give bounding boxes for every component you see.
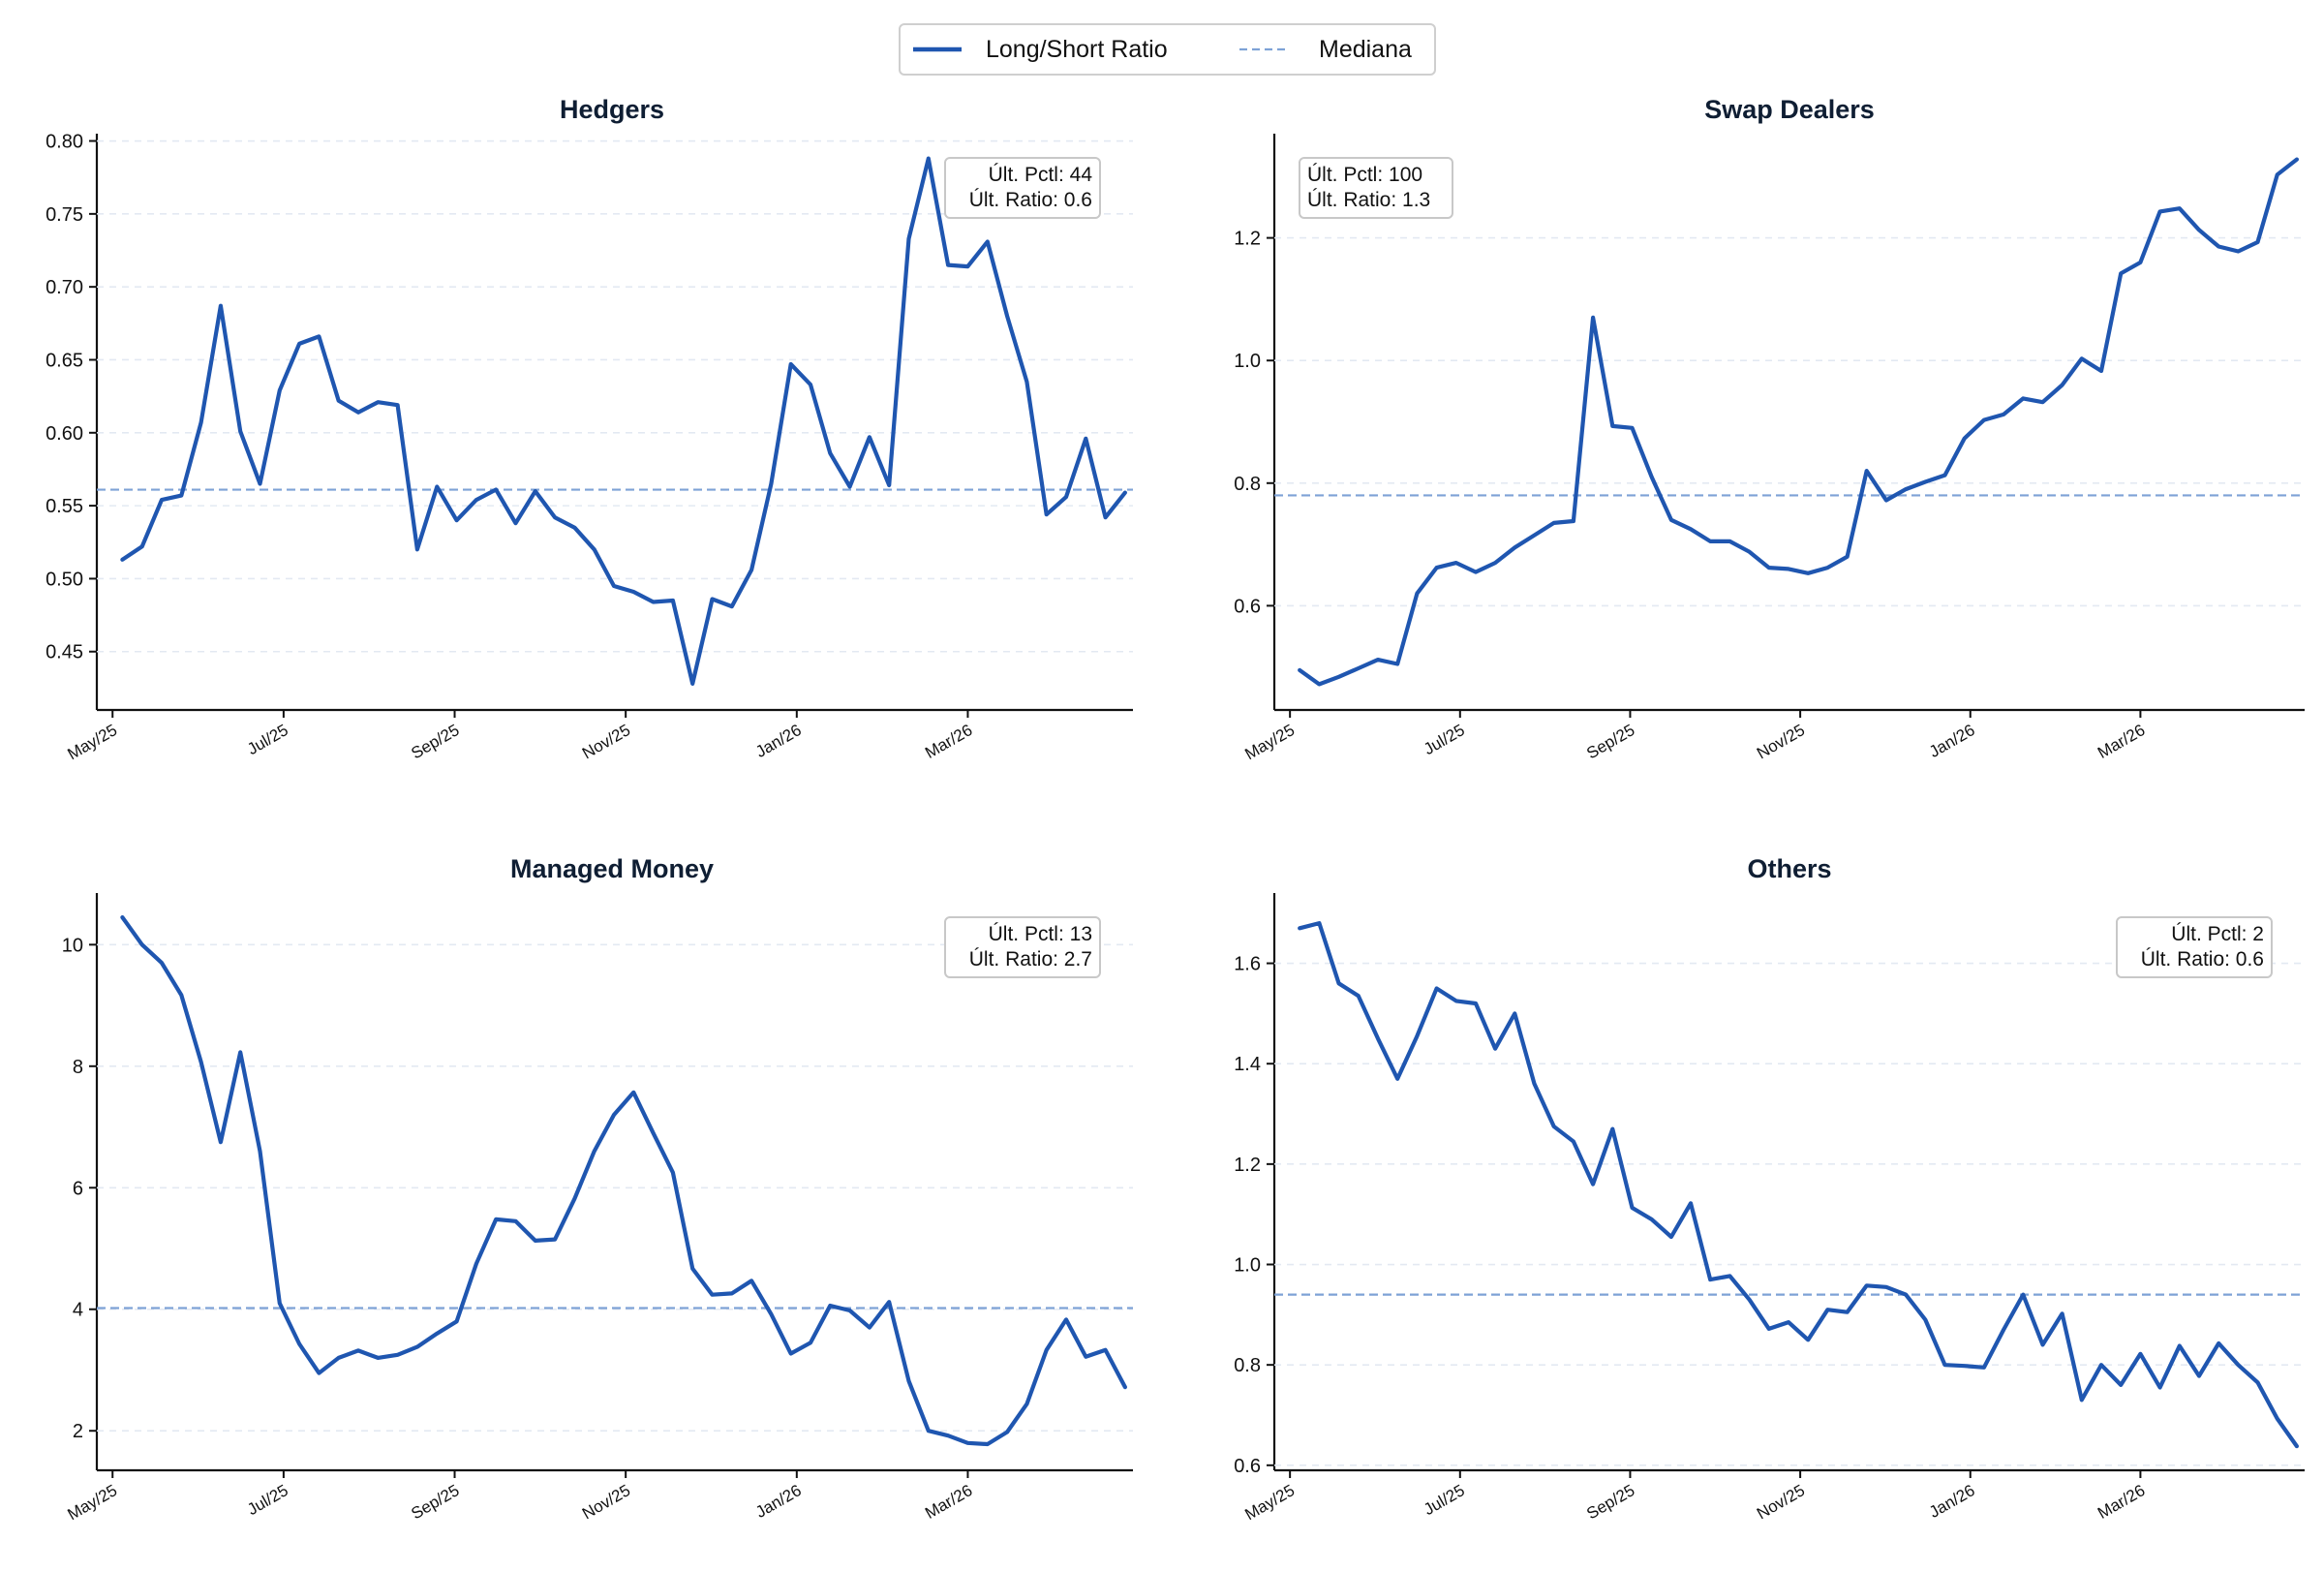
x-tick-label: Mar/26 <box>2095 1481 2148 1523</box>
x-tick-label: Nov/25 <box>579 1481 633 1523</box>
y-tick-label: 0.50 <box>46 569 83 590</box>
x-tick-label: Sep/25 <box>408 1481 462 1523</box>
y-tick-label: 0.45 <box>46 642 83 663</box>
legend-series-label: Long/Short Ratio <box>986 36 1168 63</box>
series-line-long-short-ratio <box>1298 157 2299 687</box>
annotation-line-pctl: Últ. Pctl: 44 <box>989 164 1093 186</box>
y-tick-label: 0.60 <box>46 423 83 445</box>
x-tick-label: Jul/25 <box>1421 721 1468 758</box>
y-tick-label: 0.80 <box>46 132 83 153</box>
x-tick-label: May/25 <box>64 1481 120 1524</box>
y-tick-label: 0.6 <box>1234 1456 1261 1477</box>
series-line-long-short-ratio <box>120 156 1128 687</box>
x-tick-label: May/25 <box>1241 1481 1298 1524</box>
x-tick-label: Jan/26 <box>752 721 805 761</box>
y-axis: 2 4 6 8 10 <box>62 893 99 1470</box>
panel-title: Others <box>1747 854 1831 883</box>
y-tick-label: 0.75 <box>46 204 83 226</box>
x-tick-label: May/25 <box>1241 721 1298 763</box>
x-tick-label: Jan/26 <box>1926 1481 1978 1522</box>
y-tick-label: 0.6 <box>1234 596 1261 617</box>
y-tick-label: 0.8 <box>1234 474 1261 495</box>
panel-managed-money: Managed Money 2 4 6 8 10 May/25 Jul/25 Sep/25 N… <box>62 854 1133 1524</box>
y-tick-label: 1.2 <box>1234 1155 1261 1176</box>
x-tick-label: Jul/25 <box>244 721 291 758</box>
panel-title: Swap Dealers <box>1704 95 1875 124</box>
annotation-line-ratio: Últ. Ratio: 2.7 <box>969 948 1092 971</box>
y-tick-label: 1.0 <box>1234 1255 1261 1277</box>
annotation-frame <box>944 157 1101 219</box>
x-axis: May/25 Jul/25 Sep/25 Nov/25 Jan/26 Mar/26 <box>64 708 1133 763</box>
series-line-long-short-ratio <box>120 914 1128 1447</box>
y-tick-label: 1.6 <box>1234 954 1261 975</box>
annotation-line-pctl: Últ. Pctl: 13 <box>989 923 1092 945</box>
annotation-line-ratio: Últ. Ratio: 0.6 <box>969 189 1092 211</box>
panel-title: Managed Money <box>510 854 714 883</box>
annotation-frame <box>944 916 1101 978</box>
x-tick-label: Jan/26 <box>1926 721 1978 761</box>
x-tick-label: Sep/25 <box>1583 1481 1637 1523</box>
annotation-box: Últ. Pctl: 100 Últ. Ratio: 1.3 <box>1299 157 1453 219</box>
x-tick-label: Mar/26 <box>922 1481 975 1523</box>
y-tick-label: 0.8 <box>1234 1355 1261 1376</box>
legend-median-label: Mediana <box>1319 36 1412 63</box>
annotation-box: Últ. Pctl: 2 Últ. Ratio: 0.6 <box>2116 916 2273 978</box>
y-tick-label: 8 <box>73 1057 83 1078</box>
panel-swap-dealers: Swap Dealers 0.6 0.8 1.0 1.2 May/25 Jul/25 Se… <box>1234 95 2305 763</box>
x-axis: May/25 Jul/25 Sep/25 Nov/25 Jan/26 Mar/26 <box>64 1468 1133 1524</box>
annotation-line-ratio: Últ. Ratio: 0.6 <box>2141 948 2264 971</box>
annotation-frame <box>2116 916 2273 978</box>
x-tick-label: Sep/25 <box>408 721 462 762</box>
panel-hedgers: Hedgers 0.45 0.50 0.55 0.60 0.65 0.70 0.75 0.80… <box>46 95 1133 763</box>
series-line-long-short-ratio <box>1298 920 2299 1449</box>
y-tick-label: 0.55 <box>46 496 83 517</box>
y-tick-label: 0.70 <box>46 277 83 298</box>
plot-area <box>97 139 1133 687</box>
y-axis: 0.6 0.8 1.0 1.2 1.4 1.6 <box>1234 893 1276 1477</box>
y-tick-label: 6 <box>73 1178 83 1199</box>
x-tick-label: Nov/25 <box>1754 1481 1808 1523</box>
annotation-frame <box>1299 157 1453 219</box>
annotation-box: Últ. Pctl: 44 Últ. Ratio: 0.6 <box>944 157 1101 219</box>
y-tick-label: 4 <box>73 1300 83 1321</box>
x-axis: May/25 Jul/25 Sep/25 Nov/25 Jan/26 Mar/26 <box>1241 1468 2305 1524</box>
y-tick-label: 0.65 <box>46 350 83 371</box>
panel-title: Hedgers <box>560 95 664 124</box>
y-axis: 0.6 0.8 1.0 1.2 <box>1234 134 1276 710</box>
x-tick-label: Jul/25 <box>244 1481 291 1519</box>
plot-area <box>97 914 1133 1447</box>
x-axis: May/25 Jul/25 Sep/25 Nov/25 Jan/26 Mar/26 <box>1241 708 2305 763</box>
y-tick-label: 1.0 <box>1234 351 1261 372</box>
x-tick-label: Jan/26 <box>752 1481 805 1522</box>
panel-others: Others 0.6 0.8 1.0 1.2 1.4 1.6 May/25 Jul/25 Se… <box>1234 854 2305 1524</box>
annotation-line-pctl: Últ. Pctl: 2 <box>2171 923 2264 945</box>
x-tick-label: Mar/26 <box>922 721 975 762</box>
x-tick-label: Jul/25 <box>1421 1481 1468 1519</box>
x-tick-label: Mar/26 <box>2095 721 2148 762</box>
y-tick-label: 10 <box>62 935 83 956</box>
plot-area <box>1274 920 2305 1466</box>
x-tick-label: Nov/25 <box>579 721 633 762</box>
y-axis: 0.45 0.50 0.55 0.60 0.65 0.70 0.75 0.80 <box>46 132 99 710</box>
legend-frame <box>899 23 1436 76</box>
annotation-box: Últ. Pctl: 13 Últ. Ratio: 2.7 <box>944 916 1101 978</box>
annotation-line-pctl: Últ. Pctl: 100 <box>1307 164 1422 186</box>
y-tick-label: 1.4 <box>1234 1054 1261 1075</box>
y-tick-label: 1.2 <box>1234 229 1261 250</box>
y-tick-label: 2 <box>73 1421 83 1442</box>
annotation-line-ratio: Últ. Ratio: 1.3 <box>1307 189 1430 211</box>
legend: Long/Short Ratio Mediana <box>899 23 1436 76</box>
plot-area <box>1274 157 2305 687</box>
x-tick-label: Sep/25 <box>1583 721 1637 762</box>
x-tick-label: Nov/25 <box>1754 721 1808 762</box>
x-tick-label: May/25 <box>64 721 120 763</box>
